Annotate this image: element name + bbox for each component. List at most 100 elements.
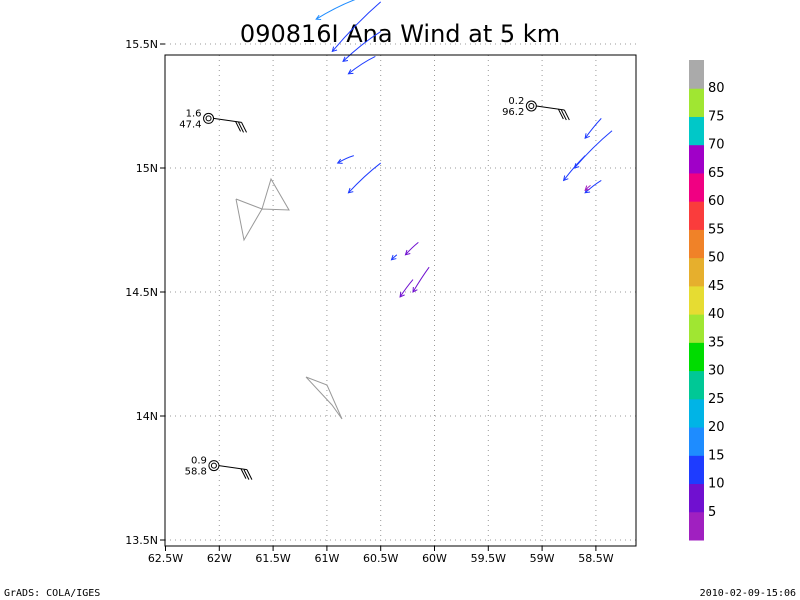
wind-vector	[315, 0, 356, 21]
colorbar-label: 65	[708, 166, 725, 181]
station-top-value: 1.6	[186, 108, 202, 119]
station-bottom-value: 47.4	[179, 119, 201, 130]
footer-right: 2010-02-09-15:06	[700, 588, 796, 599]
wind-vector	[404, 242, 419, 256]
colorbar-label: 50	[708, 251, 725, 266]
colorbar-label: 25	[708, 392, 725, 407]
colorbar-swatch	[689, 342, 704, 372]
chart-title: 090816I Ana Wind at 5 km	[240, 20, 560, 48]
wind-vector	[584, 184, 591, 192]
wind-vector-head	[562, 175, 569, 182]
island-outline	[235, 177, 290, 242]
y-tick-label: 15N	[136, 162, 158, 175]
colorbar-label: 15	[708, 448, 725, 463]
station-top-value: 0.9	[191, 456, 207, 467]
x-tick-label: 62.5W	[148, 552, 183, 565]
wind-vector-head	[315, 14, 322, 21]
station-circle	[208, 460, 220, 472]
wind-vector-head	[573, 163, 580, 169]
station-barb-feather	[246, 469, 253, 480]
station-bottom-value: 96.2	[502, 107, 524, 118]
wind-vector-head	[404, 249, 411, 256]
colorbar-label: 10	[708, 477, 725, 492]
wind-vector	[412, 266, 430, 293]
wind-vector-line	[331, 1, 382, 52]
station-barb-feather	[243, 469, 250, 480]
station-barb	[218, 465, 247, 471]
wind-vector-line	[412, 266, 430, 293]
wind-vector	[584, 179, 602, 194]
station-circle	[203, 112, 215, 124]
y-tick-label: 14N	[136, 410, 158, 423]
colorbar-label: 55	[708, 222, 725, 237]
colorbar-swatch	[689, 398, 704, 428]
colorbar-swatch	[689, 257, 704, 287]
wind-vector-line	[584, 179, 602, 194]
station-barb-feather	[241, 122, 247, 133]
plot-frame	[164, 54, 637, 547]
colorbar: 5 10 15 20 25 30 35 40 45 50 55 60 65 70 75 80	[689, 60, 725, 541]
wind-vector-head	[399, 291, 405, 298]
colorbar-label: 40	[708, 307, 725, 322]
x-tick-label: 58.5W	[578, 552, 613, 565]
station-circle	[525, 100, 537, 112]
wind-vector-head	[584, 133, 590, 140]
colorbar-swatch	[689, 427, 704, 456]
colorbar-swatch	[689, 483, 704, 513]
colorbar-label: 5	[708, 505, 716, 520]
colorbar-swatch	[689, 370, 704, 400]
grid-lines	[165, 43, 636, 546]
colorbar-swatch	[689, 201, 704, 230]
colorbar-swatch	[689, 229, 704, 259]
wind-vector-line	[342, 31, 381, 62]
colorbar-swatch	[689, 144, 704, 174]
wind-vector-line	[399, 279, 414, 298]
island-outline	[305, 376, 343, 420]
colorbar-swatch	[689, 511, 704, 541]
x-tick-label: 60W	[422, 552, 447, 565]
wind-vectors	[315, 0, 613, 298]
wind-vector-head	[331, 46, 338, 53]
wind-vector	[399, 279, 414, 298]
wind-vector-head	[412, 286, 418, 293]
wind-vector	[390, 254, 398, 261]
station-circle-inner	[210, 462, 217, 469]
wind-vector	[562, 155, 586, 182]
wind-vector-line	[348, 55, 376, 75]
colorbar-label: 35	[708, 335, 725, 350]
colorbar-swatch	[689, 88, 704, 117]
x-tick-label: 61.5W	[255, 552, 290, 565]
station-circle-inner	[205, 115, 212, 122]
station-top-value: 0.2	[508, 96, 524, 107]
x-tick-label: 59.5W	[471, 552, 506, 565]
x-tick-label: 62W	[207, 552, 232, 565]
colorbar-label: 75	[708, 109, 725, 124]
station-markers: 1.647.40.958.80.661.10.296.2	[179, 96, 570, 480]
station-barb	[536, 105, 565, 111]
x-tick-label: 59W	[530, 552, 555, 565]
wind-vector	[347, 55, 376, 75]
station-barb-feather	[240, 468, 247, 479]
wind-vector-line	[337, 155, 354, 164]
wind-vector	[336, 155, 354, 164]
wind-vector-head	[347, 69, 354, 75]
x-axis: 62.5W 62W 61.5W 61W 60.5W 60W 59.5W 59W 58.5W	[148, 546, 614, 565]
wind-vector	[342, 31, 381, 63]
colorbar-label: 60	[708, 194, 725, 209]
wind-vector-line	[315, 0, 356, 20]
station-circle-inner	[528, 103, 535, 109]
footer-left: GrADS: COLA/IGES	[4, 588, 100, 599]
station-barb-feather	[235, 121, 241, 132]
colorbar-label: 45	[708, 279, 725, 294]
colorbar-swatch	[689, 285, 704, 315]
y-tick-label: 15.5N	[125, 38, 158, 51]
station-barb-feather	[238, 122, 244, 133]
station-barb-feather	[560, 109, 567, 121]
station: 0.296.2	[502, 96, 570, 121]
station: 1.647.4	[179, 108, 247, 133]
wind-vector-head	[342, 56, 349, 63]
y-tick-label: 14.5N	[125, 286, 158, 299]
wind-vector-line	[574, 130, 613, 169]
colorbar-swatch	[689, 314, 704, 343]
